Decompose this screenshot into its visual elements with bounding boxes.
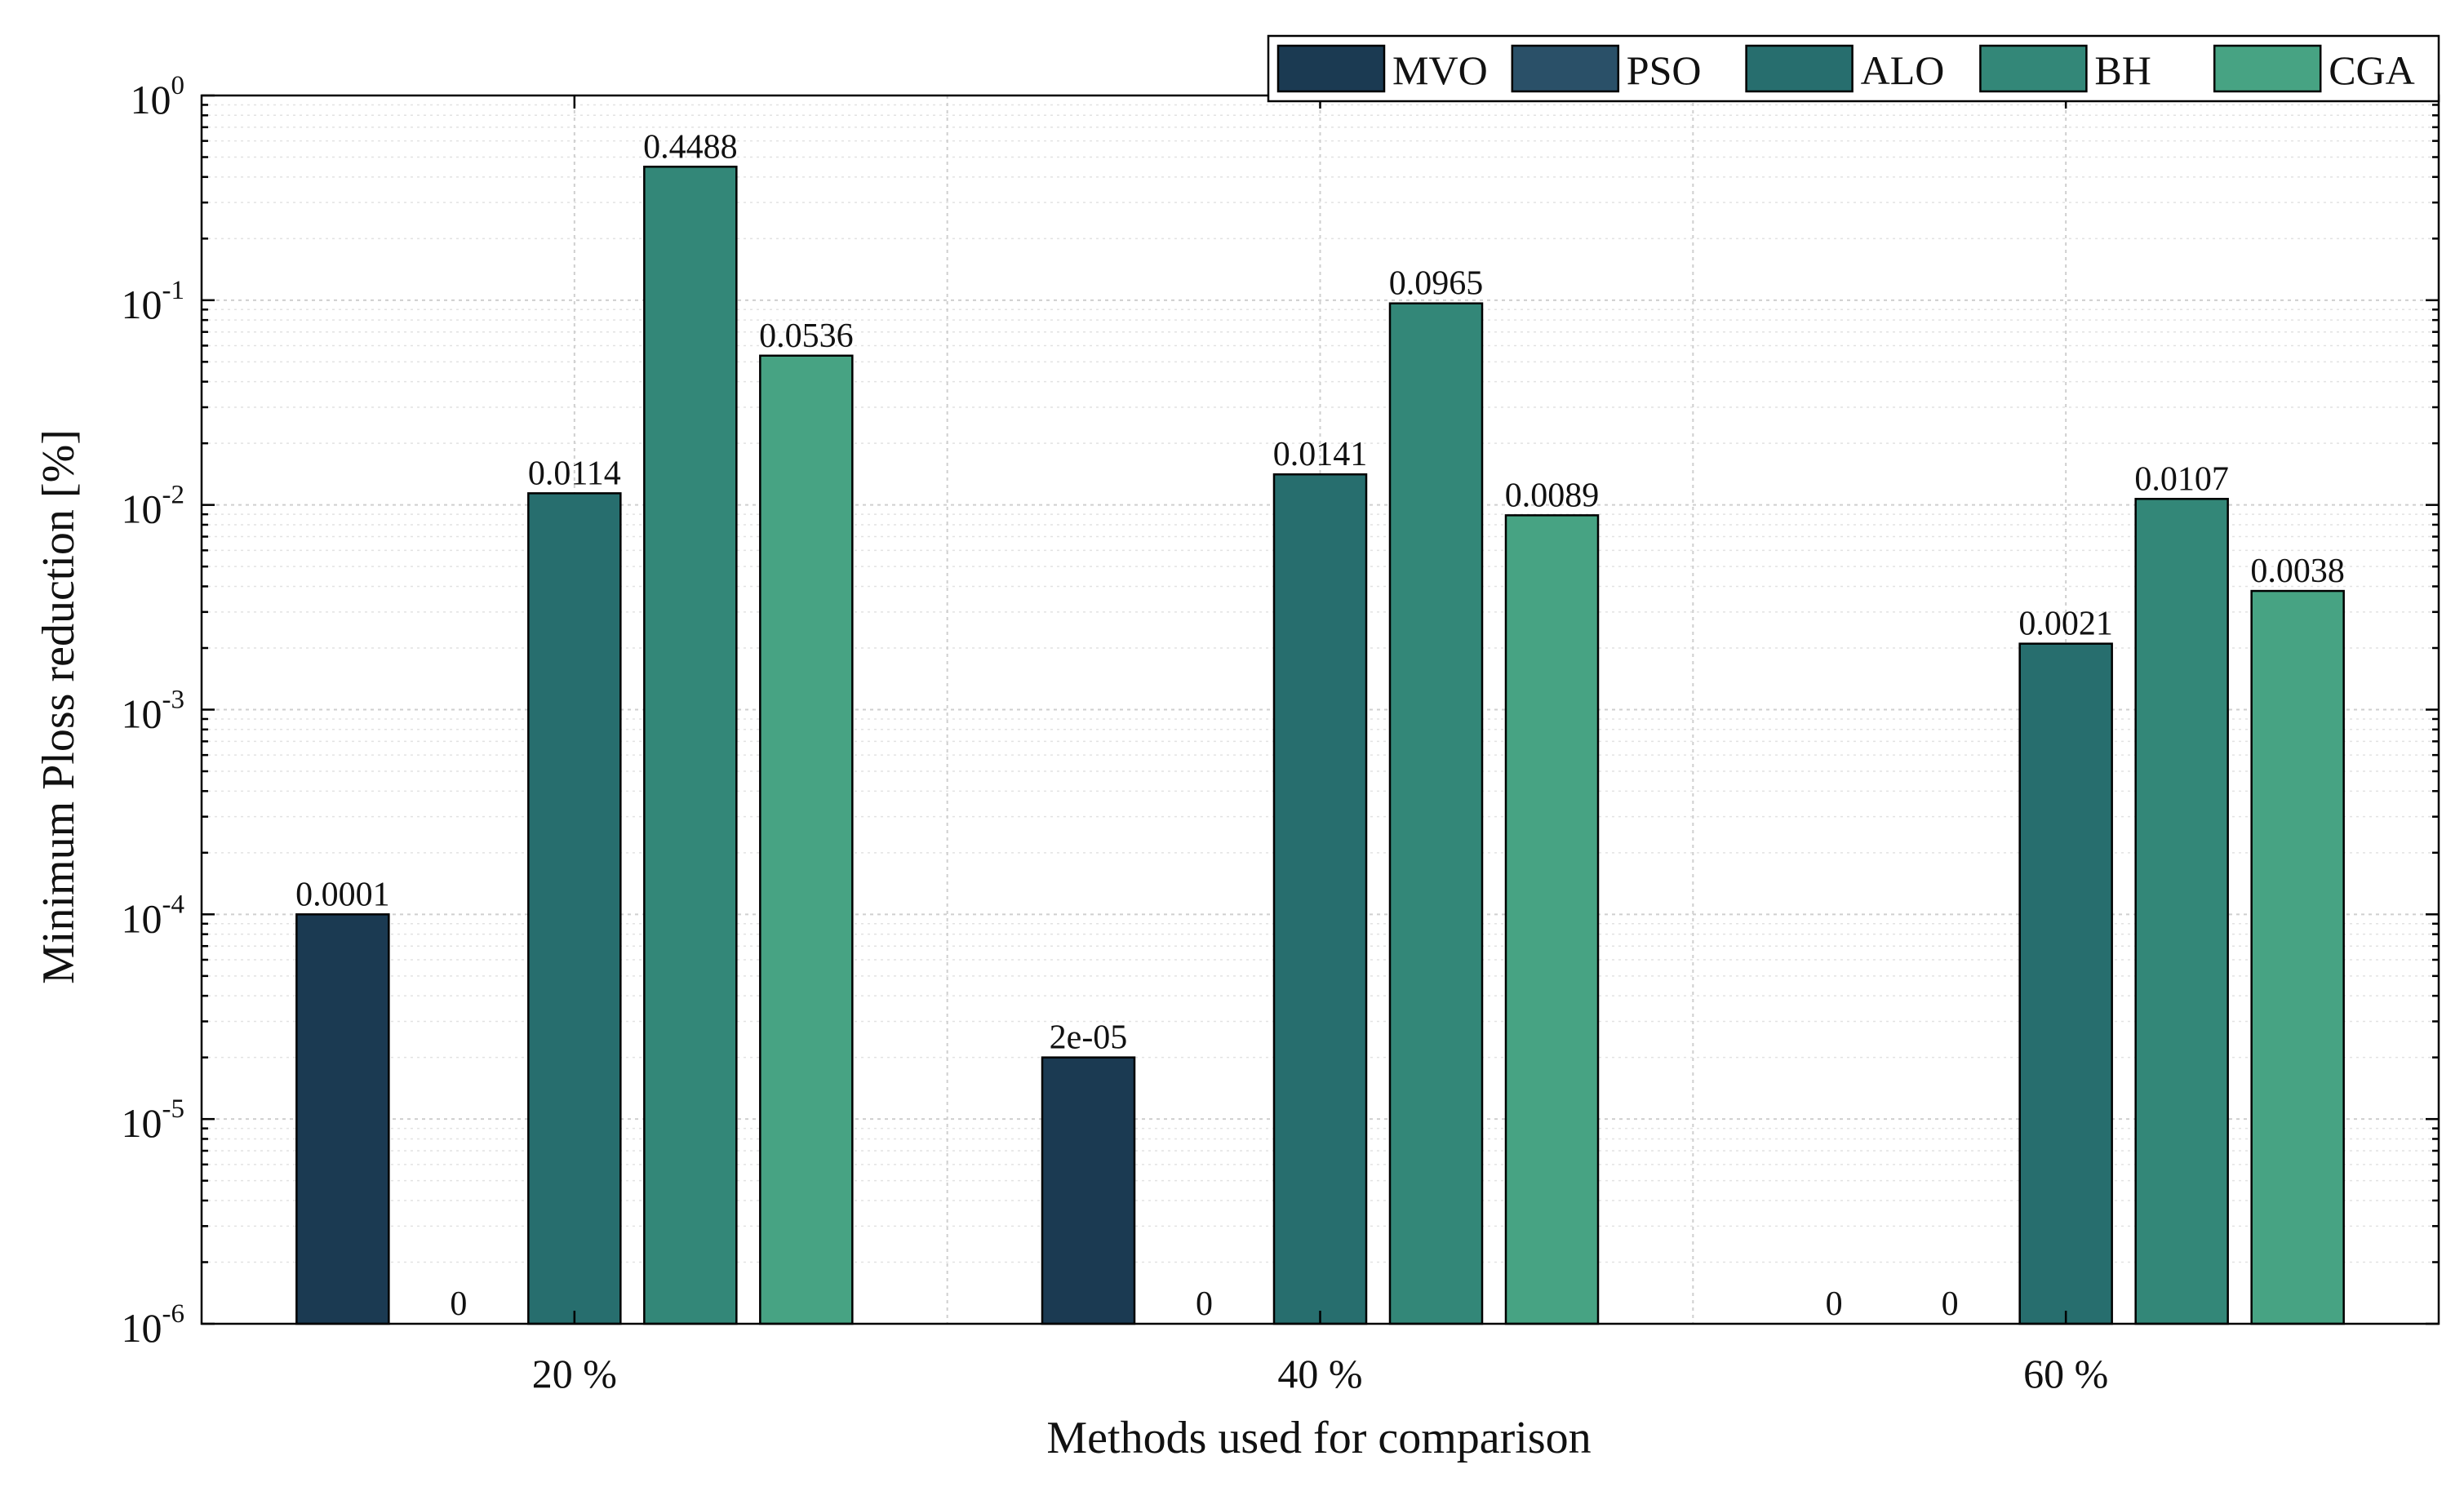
data-label-alo-3: 0.0021 bbox=[2018, 606, 2113, 643]
y-tick-label: 10-2 bbox=[122, 481, 185, 532]
data-label-bh-3: 0.0107 bbox=[2134, 460, 2229, 498]
y-tick-label: 10-3 bbox=[122, 686, 185, 737]
y-tick-label: 10-1 bbox=[122, 276, 185, 327]
legend-label-mvo: MVO bbox=[1392, 47, 1488, 93]
bar-cga-2 bbox=[1504, 514, 1600, 1325]
legend-swatch-mvo bbox=[1276, 44, 1386, 93]
y-tick-label: 100 bbox=[131, 71, 185, 122]
y-tick-label: 10-6 bbox=[122, 1299, 185, 1351]
legend-label-alo: ALO bbox=[1861, 47, 1945, 93]
data-label-alo-2: 0.0141 bbox=[1273, 436, 1368, 473]
y-tick-label: 10-5 bbox=[122, 1094, 185, 1146]
x-tick-label: 60 % bbox=[2023, 1351, 2108, 1396]
data-label-alo-1: 0.0114 bbox=[528, 455, 621, 492]
legend-swatch-bh bbox=[1979, 44, 2088, 93]
bar-bh-1 bbox=[643, 166, 738, 1325]
y-axis-title: Minimum Ploss reduction [%] bbox=[33, 429, 84, 984]
data-label-cga-3: 0.0038 bbox=[2250, 553, 2345, 590]
data-label-cga-1: 0.0536 bbox=[759, 317, 854, 355]
data-label-pso-1: 0 bbox=[450, 1285, 467, 1323]
bar-cga-3 bbox=[2250, 589, 2345, 1325]
legend-swatch-cga bbox=[2213, 44, 2322, 93]
data-labels: 0.0001 2e-05 0 0 0 0 0.0114 0.0141 0.0021 0.4488 0… bbox=[295, 128, 2345, 1323]
legend-label-bh: BH bbox=[2094, 47, 2151, 93]
data-label-cga-2: 0.0089 bbox=[1505, 477, 1600, 514]
data-label-bh-2: 0.0965 bbox=[1389, 265, 1484, 303]
x-axis-title: Methods used for comparison bbox=[1046, 1413, 1591, 1463]
x-tick-label: 40 % bbox=[1277, 1351, 1362, 1396]
data-label-pso-2: 0 bbox=[1196, 1285, 1213, 1323]
bar-cga-1 bbox=[759, 354, 854, 1325]
bar-alo-1 bbox=[527, 492, 622, 1325]
bar-bh-2 bbox=[1388, 302, 1484, 1325]
bar-bh-3 bbox=[2134, 498, 2229, 1325]
y-tick-label: 10-4 bbox=[122, 890, 185, 941]
bar-mvo-1 bbox=[295, 913, 390, 1325]
axes: 100 10-1 10-2 10-3 10-4 10-5 10-6 20 % 40 % 60 % bbox=[122, 71, 2440, 1396]
bar-alo-3 bbox=[2018, 642, 2113, 1325]
x-tick-label: 20 % bbox=[532, 1351, 617, 1396]
data-label-pso-3: 0 bbox=[1942, 1285, 1959, 1323]
data-label-mvo-3: 0 bbox=[1826, 1285, 1843, 1323]
data-label-mvo-1: 0.0001 bbox=[295, 876, 390, 913]
legend: MVO PSO ALO BH CGA bbox=[1267, 34, 2440, 103]
legend-label-pso: PSO bbox=[1627, 47, 1702, 93]
bar-alo-2 bbox=[1272, 473, 1368, 1325]
bars bbox=[295, 166, 2345, 1325]
legend-swatch-pso bbox=[1511, 44, 1620, 93]
bar-mvo-2 bbox=[1041, 1056, 1136, 1325]
legend-swatch-alo bbox=[1745, 44, 1854, 93]
data-label-bh-1: 0.4488 bbox=[643, 128, 738, 166]
data-label-mvo-2: 2e-05 bbox=[1050, 1019, 1128, 1057]
legend-label-cga: CGA bbox=[2329, 47, 2415, 93]
